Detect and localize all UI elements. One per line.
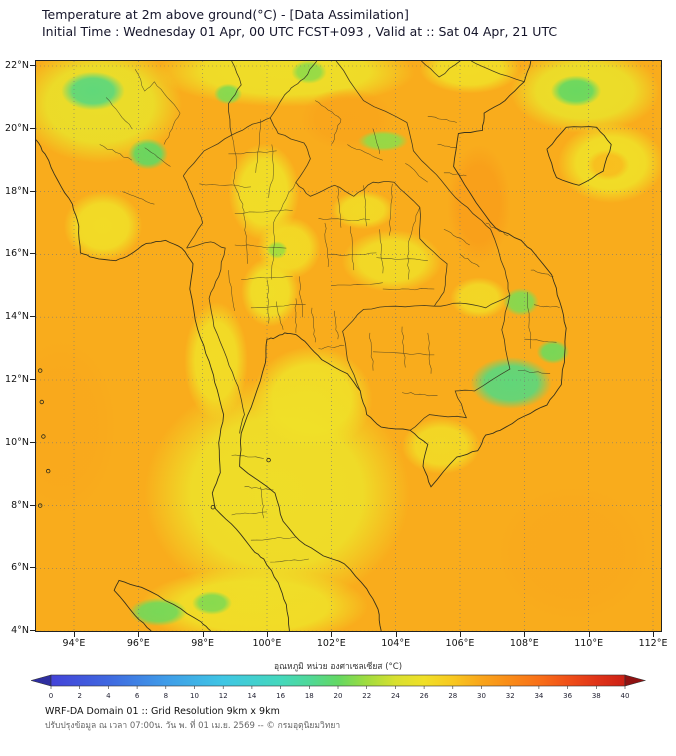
lon-tick-label: 104°E	[381, 638, 411, 649]
svg-text:4: 4	[106, 692, 111, 700]
colorbar-left-arrow	[31, 674, 52, 687]
lon-tick-mark	[653, 632, 655, 637]
colorbar-tick-labels: 0 2 4 6 8 10 12 14 16 18 20 22 24 26 28 30 32 34 36 38 40	[49, 692, 630, 700]
lon-tick-label: 102°E	[316, 638, 346, 649]
colorbar-label: อุณหภูมิ หน่วย องศาเซลเซียส (°C)	[273, 662, 403, 672]
svg-text:2: 2	[77, 692, 81, 700]
lat-tick-label: 18°N	[5, 185, 29, 197]
svg-text:38: 38	[592, 692, 601, 700]
lat-tick-mark	[30, 441, 35, 443]
lat-tick-label: 14°N	[5, 311, 29, 323]
lon-tick-label: 96°E	[126, 638, 150, 649]
lon-tick-mark	[266, 632, 268, 637]
svg-text:8: 8	[164, 692, 168, 700]
colorbar-gradient	[50, 674, 626, 687]
lat-tick-label: 4°N	[11, 625, 29, 637]
svg-text:22: 22	[362, 692, 371, 700]
svg-text:20: 20	[334, 692, 343, 700]
lon-tick-mark	[331, 632, 333, 637]
coastlines	[36, 61, 612, 631]
temperature-field	[36, 61, 661, 631]
svg-text:26: 26	[420, 692, 429, 700]
lat-tick-label: 12°N	[5, 374, 29, 386]
lat-tick-mark	[30, 567, 35, 569]
svg-text:14: 14	[247, 692, 256, 700]
svg-text:10: 10	[190, 692, 199, 700]
islands	[37, 368, 271, 510]
chart-footer: WRF-DA Domain 01 :: Grid Resolution 9km …	[45, 705, 340, 733]
lat-tick-mark	[30, 379, 35, 381]
lon-tick-mark	[73, 632, 75, 637]
lat-tick-mark	[30, 630, 35, 632]
lon-tick-mark	[138, 632, 140, 637]
temperature-colorbar: 0 2 4 6 8 10 12 14 16 18 20 22 24 26 28 30 32 34 36 38 40	[31, 674, 647, 700]
lat-tick-mark	[30, 65, 35, 67]
country-borders	[182, 61, 525, 434]
lat-tick-mark	[30, 190, 35, 192]
lon-tick-mark	[460, 632, 461, 637]
svg-text:36: 36	[563, 692, 572, 700]
svg-text:12: 12	[219, 692, 228, 700]
lon-tick-label: 110°E	[574, 638, 604, 649]
footer-update-info: ปรับปรุงข้อมูล ณ เวลา 07:00น. วัน พ. ที่…	[45, 721, 341, 731]
lon-tick-mark	[202, 632, 204, 637]
grid-lines	[36, 61, 661, 631]
colorbar-ticks	[50, 686, 626, 689]
lon-tick-label: 112°E	[638, 638, 668, 649]
svg-text:28: 28	[448, 692, 457, 700]
footer-domain-info: WRF-DA Domain 01 :: Grid Resolution 9km …	[45, 706, 280, 717]
svg-text:30: 30	[477, 692, 486, 700]
lat-tick-mark	[30, 504, 35, 506]
lat-tick-label: 6°N	[11, 562, 29, 574]
lat-tick-label: 8°N	[11, 499, 29, 511]
lat-tick-label: 22°N	[5, 60, 29, 72]
page-subtitle: Initial Time : Wednesday 01 Apr, 00 UTC …	[42, 24, 558, 39]
colorbar-right-arrow	[624, 674, 647, 687]
svg-text:6: 6	[135, 692, 140, 700]
svg-text:32: 32	[506, 692, 515, 700]
svg-text:16: 16	[276, 692, 285, 700]
lat-tick-mark	[30, 316, 35, 318]
svg-text:34: 34	[534, 692, 543, 700]
lon-tick-mark	[588, 632, 590, 637]
lon-tick-label: 100°E	[252, 638, 282, 649]
map-area: 22°N 20°N 18°N 16°N 14°N 12°N 10°N 8°N 6°N 4°N 94°…	[0, 60, 676, 660]
svg-text:18: 18	[305, 692, 314, 700]
lat-tick-label: 20°N	[5, 122, 29, 134]
lon-tick-mark	[395, 632, 397, 637]
lat-tick-mark	[30, 253, 35, 255]
lat-tick-label: 10°N	[5, 436, 29, 448]
lat-tick-mark	[30, 127, 35, 129]
lon-tick-label: 108°E	[509, 638, 539, 649]
lon-tick-label: 94°E	[62, 638, 86, 649]
chart-titles: Temperature at 2m above ground(°C) - [Da…	[42, 6, 557, 40]
province-boundaries	[99, 69, 560, 563]
lat-tick-label: 16°N	[5, 248, 29, 260]
page-title: Temperature at 2m above ground(°C) - [Da…	[42, 7, 409, 22]
temperature-map	[35, 60, 662, 632]
lon-tick-label: 106°E	[445, 638, 475, 649]
svg-text:40: 40	[621, 692, 630, 700]
lon-tick-label: 98°E	[191, 638, 215, 649]
svg-text:24: 24	[391, 692, 400, 700]
lon-tick-mark	[524, 632, 526, 637]
svg-text:0: 0	[49, 692, 53, 700]
map-boundaries-overlay	[36, 61, 661, 631]
